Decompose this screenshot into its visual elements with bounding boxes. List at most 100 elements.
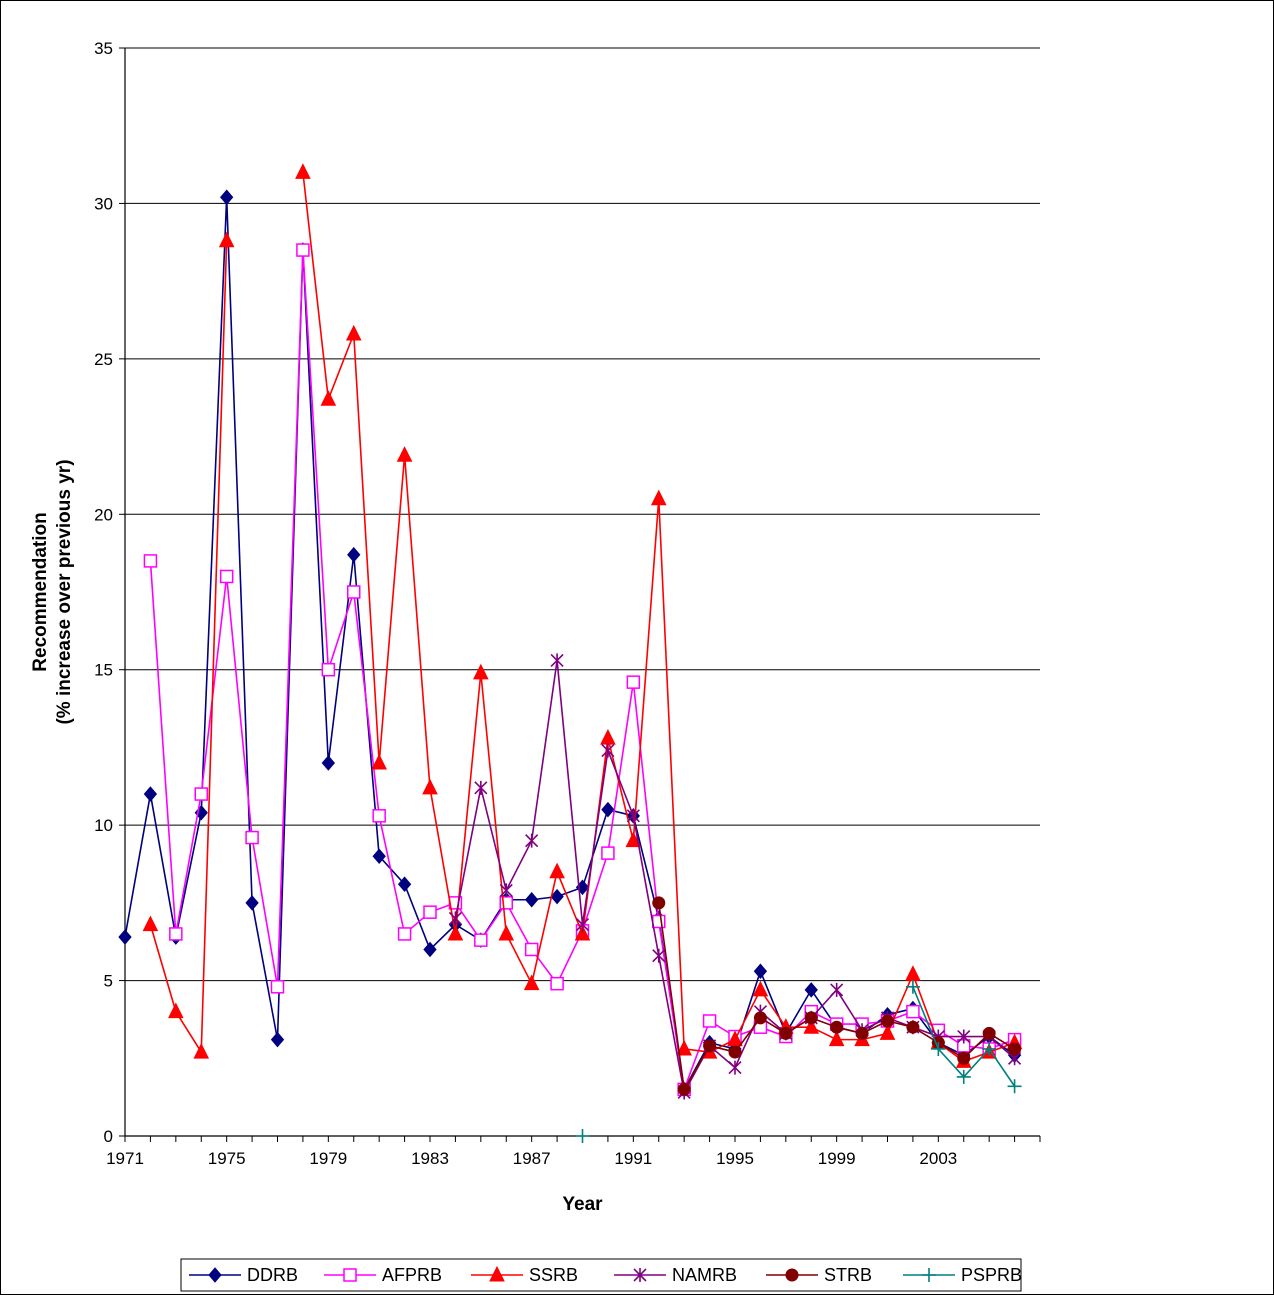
legend-label-namrb: NAMRB [672,1265,737,1285]
legend-marker-ddrb [208,1267,222,1283]
data-point-namrb [830,982,844,997]
data-point-ssrb [676,1039,692,1056]
y-axis-ticks: 0 5 10 15 20 25 30 35 [94,39,125,1146]
data-point-ddrb [347,546,361,563]
series-ssrb [142,163,1023,1068]
data-point-ssrb [625,831,642,848]
data-point-ddrb [143,786,158,802]
y-tick-label: 5 [104,972,113,991]
x-tick-label: 1983 [411,1149,449,1168]
series-psprb [575,979,1022,1143]
data-point-strb [703,1039,717,1053]
data-point-strb [728,1045,742,1059]
data-point-ssrb [905,965,921,981]
data-point-ssrb [473,663,489,680]
data-point-psprb [575,1129,590,1143]
data-point-afprb [601,846,615,860]
data-point-afprb [270,980,285,994]
data-point-strb [652,896,666,910]
data-point-strb [1008,1042,1022,1056]
data-point-ssrb [396,446,413,462]
data-point-ssrb [447,924,464,941]
data-point-namrb [652,948,666,963]
data-point-afprb [347,585,361,599]
series-line-namrb [454,660,1016,1095]
data-point-strb [957,1051,971,1065]
x-tick-label: 1979 [309,1149,347,1168]
data-point-ddrb [245,895,259,911]
data-point-ddrb [270,1031,285,1048]
data-point-namrb [448,911,462,926]
data-point-ddrb [753,963,768,980]
data-point-afprb [652,914,666,929]
data-point-psprb [931,1041,946,1056]
legend-box [180,1258,1022,1292]
data-point-ssrb [371,753,387,770]
series-lines [118,163,1023,1143]
y-tick-label: 15 [94,661,113,680]
x-tick-label: 1995 [716,1149,754,1168]
axes [124,48,1040,1137]
data-point-afprb [550,976,564,991]
data-point-ssrb [142,915,159,932]
data-point-namrb [728,1060,742,1075]
data-point-ddrb [220,189,234,205]
x-axis-ticks: 1971 1975 1979 1983 1987 1991 1995 1999 2003 [106,1136,1041,1168]
data-point-afprb [626,675,641,689]
data-point-afprb [372,809,386,823]
y-tick-label: 30 [94,194,113,213]
data-point-ddrb [397,876,412,892]
data-point-ssrb [574,924,591,941]
data-point-namrb [601,743,615,758]
y-tick-label: 0 [104,1127,113,1146]
data-point-ssrb [345,324,362,341]
data-point-ddrb [601,801,615,818]
legend-label-afprb: AFPRB [382,1265,442,1285]
data-point-afprb [245,830,259,845]
x-tick-label: 1999 [818,1149,856,1168]
data-point-afprb [397,927,412,941]
data-point-ssrb [523,974,540,991]
data-point-ssrb [752,980,769,997]
y-tick-label: 25 [94,350,113,369]
x-axis-title: Year [562,1194,603,1215]
data-point-psprb [905,979,920,994]
data-point-namrb [550,653,564,668]
data-point-strb [677,1082,691,1096]
data-point-afprb [906,1004,920,1019]
data-point-strb [804,1011,818,1025]
data-point-afprb [296,243,310,257]
data-point-ddrb [525,891,539,908]
legend-label-ssrb: SSRB [529,1265,578,1285]
data-point-namrb [957,1029,971,1044]
data-point-ddrb [423,941,437,958]
x-tick-label: 1971 [106,1149,144,1168]
data-point-namrb [499,883,513,898]
data-point-ssrb [218,231,235,248]
legend: DDRB AFPRB SSRB NAMRB STRB PSPRB [180,1258,1022,1292]
data-point-namrb [626,808,640,823]
data-point-ddrb [118,929,132,945]
y-axis-title-line2: (% increase over previous yr) [54,459,75,724]
legend-label-psprb: PSPRB [961,1265,1022,1285]
data-point-ssrb [498,924,515,941]
data-point-namrb [525,833,539,848]
data-point-afprb [474,933,488,947]
data-point-afprb [219,569,234,584]
data-point-strb [881,1014,894,1028]
data-point-ssrb [193,1042,210,1059]
data-point-namrb [474,780,488,795]
data-point-ssrb [828,1030,845,1047]
data-point-strb [753,1011,767,1025]
series-ddrb [118,189,1022,1098]
y-tick-label: 20 [94,505,113,524]
data-point-strb [906,1020,920,1034]
data-point-ssrb [320,390,337,406]
data-point-ddrb [550,888,564,905]
legend-marker-psprb [922,1268,936,1282]
legend-marker-ssrb [489,1265,505,1282]
data-point-afprb [702,1014,717,1028]
legend-label-ddrb: DDRB [247,1265,298,1285]
data-point-ssrb [650,489,667,506]
